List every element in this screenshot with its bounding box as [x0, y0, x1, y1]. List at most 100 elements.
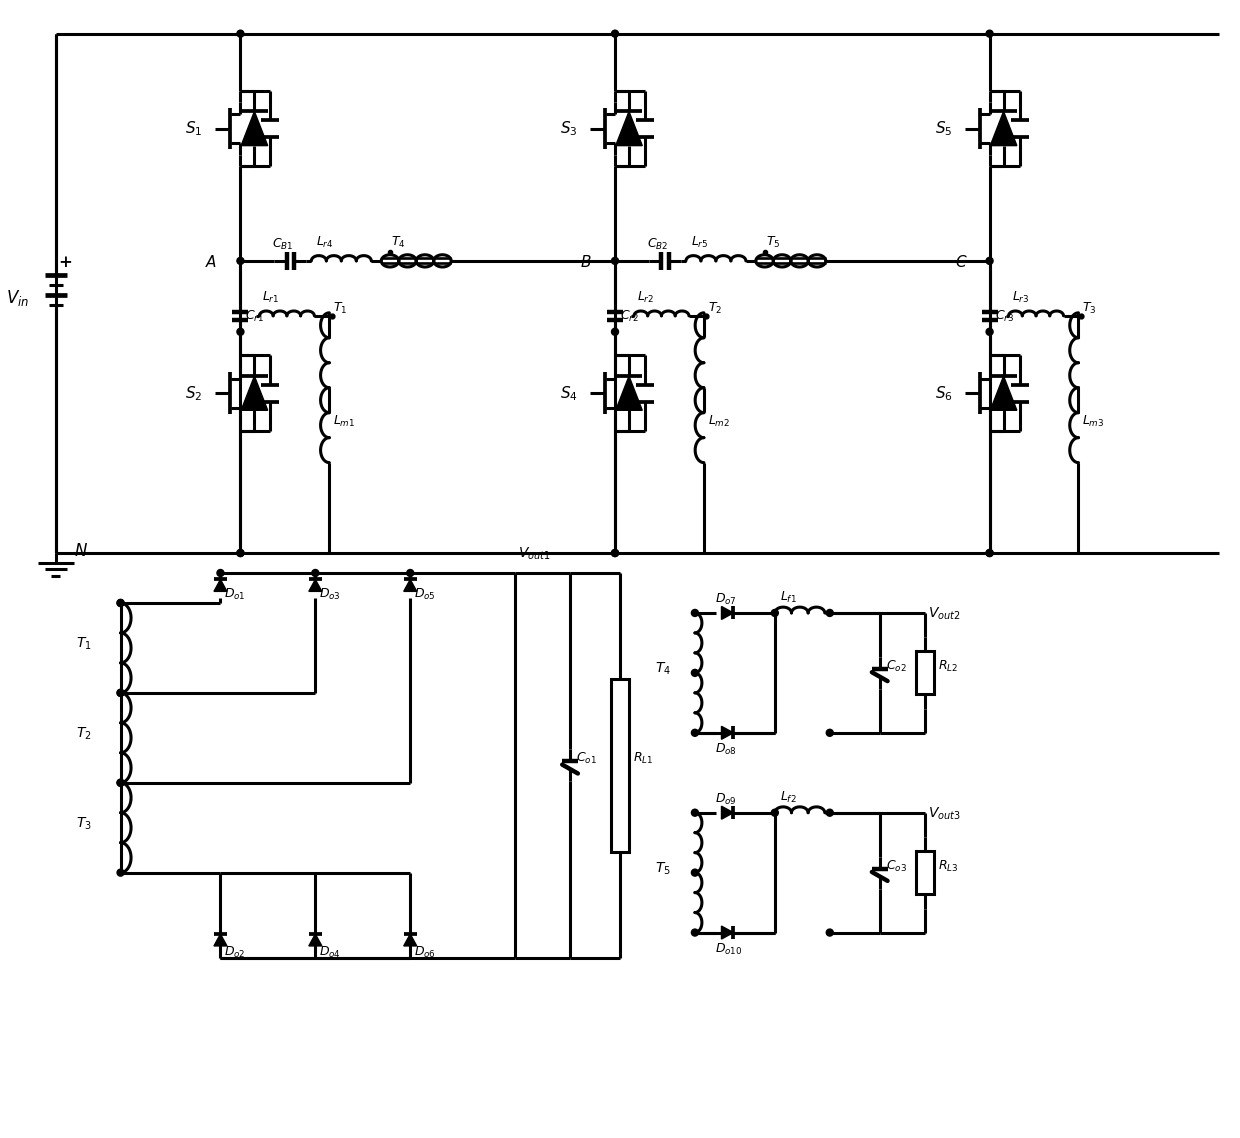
Text: $S_6$: $S_6$ [935, 385, 952, 403]
Text: $V_{out1}$: $V_{out1}$ [518, 546, 551, 562]
Polygon shape [722, 726, 733, 740]
Circle shape [237, 257, 244, 264]
Text: $C_{r1}$: $C_{r1}$ [246, 308, 264, 324]
Text: $C_{r2}$: $C_{r2}$ [620, 308, 639, 324]
Text: $S_2$: $S_2$ [186, 385, 203, 403]
Text: $V_{out3}$: $V_{out3}$ [928, 806, 961, 822]
Text: $V_{out2}$: $V_{out2}$ [928, 605, 960, 622]
Circle shape [771, 610, 779, 617]
Circle shape [611, 328, 619, 336]
Circle shape [986, 328, 993, 336]
Text: $R_{L3}$: $R_{L3}$ [937, 859, 959, 874]
Circle shape [692, 809, 698, 816]
Circle shape [826, 929, 833, 937]
Text: $L_{f1}$: $L_{f1}$ [780, 589, 796, 605]
Text: $B$: $B$ [580, 254, 591, 270]
Bar [915, 651, 934, 694]
Text: $L_{r1}$: $L_{r1}$ [263, 290, 280, 305]
Text: $N$: $N$ [73, 543, 88, 560]
Text: $L_{r4}$: $L_{r4}$ [316, 234, 334, 250]
Text: $D_{o7}$: $D_{o7}$ [715, 592, 737, 607]
Circle shape [826, 809, 833, 816]
Circle shape [986, 31, 993, 38]
Circle shape [237, 550, 244, 556]
Polygon shape [215, 579, 227, 592]
Polygon shape [722, 806, 733, 819]
Polygon shape [722, 607, 733, 619]
Polygon shape [616, 377, 642, 411]
Text: $T_3$: $T_3$ [1083, 300, 1097, 316]
Circle shape [692, 929, 698, 937]
Circle shape [117, 690, 124, 696]
Text: $T_4$: $T_4$ [655, 661, 671, 677]
Text: $D_{o1}$: $D_{o1}$ [224, 587, 247, 602]
Circle shape [117, 690, 124, 696]
Text: $T_3$: $T_3$ [76, 816, 92, 832]
Text: $L_{m3}$: $L_{m3}$ [1083, 414, 1105, 429]
Text: $S_4$: $S_4$ [560, 385, 578, 403]
Text: $T_4$: $T_4$ [392, 234, 405, 250]
Polygon shape [215, 934, 227, 946]
Circle shape [826, 610, 833, 617]
Circle shape [117, 600, 124, 607]
Text: $T_2$: $T_2$ [76, 726, 92, 742]
Polygon shape [616, 112, 642, 146]
Text: $C_{B2}$: $C_{B2}$ [647, 237, 668, 251]
Text: $S_5$: $S_5$ [935, 119, 952, 138]
Bar [611, 678, 629, 851]
Text: $D_{o9}$: $D_{o9}$ [715, 792, 737, 807]
Polygon shape [241, 377, 268, 411]
Text: $L_{r5}$: $L_{r5}$ [691, 234, 708, 250]
Text: $L_{m1}$: $L_{m1}$ [334, 414, 356, 429]
Text: $D_{o6}$: $D_{o6}$ [414, 945, 436, 959]
Polygon shape [404, 579, 417, 592]
Circle shape [117, 600, 124, 607]
Text: $V_{in}$: $V_{in}$ [6, 288, 29, 308]
Text: $R_{L2}$: $R_{L2}$ [937, 659, 957, 674]
Circle shape [237, 31, 244, 38]
Polygon shape [722, 926, 733, 939]
Text: $L_{r2}$: $L_{r2}$ [637, 290, 655, 305]
Text: +: + [58, 255, 72, 271]
Circle shape [692, 869, 698, 876]
Polygon shape [991, 377, 1017, 411]
Polygon shape [991, 112, 1017, 146]
Text: $L_{m2}$: $L_{m2}$ [708, 414, 730, 429]
Text: $C_{B1}$: $C_{B1}$ [273, 237, 294, 251]
Circle shape [117, 780, 124, 786]
Text: $C_{o3}$: $C_{o3}$ [885, 859, 906, 874]
Circle shape [237, 328, 244, 336]
Circle shape [986, 257, 993, 264]
Circle shape [611, 257, 619, 264]
Circle shape [826, 729, 833, 736]
Circle shape [986, 550, 993, 556]
Circle shape [611, 31, 619, 38]
Polygon shape [309, 934, 322, 946]
Text: $C_{r3}$: $C_{r3}$ [994, 308, 1014, 324]
Text: $L_{r3}$: $L_{r3}$ [1012, 290, 1029, 305]
Circle shape [311, 569, 319, 577]
Circle shape [237, 550, 244, 556]
Text: $D_{o2}$: $D_{o2}$ [224, 945, 246, 959]
Text: $T_5$: $T_5$ [766, 234, 780, 250]
Text: $T_1$: $T_1$ [334, 300, 347, 316]
Text: $R_{L1}$: $R_{L1}$ [632, 751, 653, 766]
Circle shape [217, 569, 224, 577]
Text: $D_{o8}$: $D_{o8}$ [715, 742, 737, 757]
Text: $D_{o3}$: $D_{o3}$ [320, 587, 341, 602]
Circle shape [407, 569, 414, 577]
Text: $C_{o2}$: $C_{o2}$ [885, 659, 906, 674]
Circle shape [117, 780, 124, 786]
Text: $T_5$: $T_5$ [655, 860, 671, 877]
Text: $S_3$: $S_3$ [560, 119, 578, 138]
Text: $C_{o1}$: $C_{o1}$ [577, 751, 596, 766]
Circle shape [986, 550, 993, 556]
Text: $C$: $C$ [955, 254, 967, 270]
Circle shape [117, 869, 124, 876]
Circle shape [611, 550, 619, 556]
Polygon shape [309, 579, 322, 592]
Polygon shape [241, 112, 268, 146]
Text: $D_{o10}$: $D_{o10}$ [715, 941, 743, 957]
Text: $S_1$: $S_1$ [186, 119, 203, 138]
Circle shape [692, 729, 698, 736]
